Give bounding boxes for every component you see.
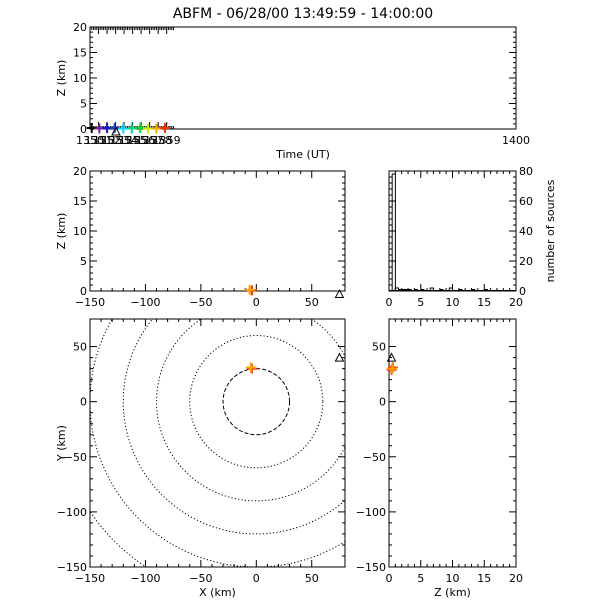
- y-axis-title: Z (km): [55, 60, 68, 97]
- x-tick-label: 1358: [144, 134, 172, 147]
- y-tick-label: 50: [73, 341, 87, 354]
- y-tick-label: 50: [372, 341, 386, 354]
- y-tick-label: 80: [519, 165, 533, 178]
- x-tick-label: 5: [417, 572, 424, 585]
- x-tick-label: 0: [386, 296, 393, 309]
- range-ring: [156, 319, 345, 502]
- y-tick-label: 40: [519, 225, 533, 238]
- x-tick-label: 0: [253, 296, 260, 309]
- y-tick-label: 10: [73, 225, 87, 238]
- x-tick-label: 1353: [102, 134, 130, 147]
- x-axis-title: Time (UT): [275, 148, 330, 161]
- source-marker: [151, 123, 162, 134]
- range-ring: [189, 335, 324, 469]
- source-marker: [109, 122, 120, 133]
- station-marker: [111, 126, 121, 136]
- y-axis-title: number of sources: [544, 179, 557, 282]
- y-tick-label: 15: [73, 195, 87, 208]
- y-tick-label: 20: [73, 165, 87, 178]
- panel-y-vs-x: −150 −100 −50 0 50 −150 −100 −50 0 50 X (km) Y (km): [55, 318, 346, 599]
- x-tick-label: −100: [130, 296, 160, 309]
- y-tick-label: 0: [80, 123, 87, 136]
- y-tick-label: 20: [519, 255, 533, 268]
- x-tick-label: 1355: [119, 134, 147, 147]
- x-tick-label: 1352: [93, 134, 121, 147]
- y-tick-label: −150: [356, 561, 386, 574]
- x-tick-label: 50: [305, 572, 319, 585]
- y-tick-label: 0: [80, 285, 87, 298]
- x-tick-label: −50: [189, 296, 212, 309]
- x-tick-label: 5: [417, 296, 424, 309]
- source-marker: [245, 362, 256, 373]
- y-axis-title: Z (km): [55, 213, 68, 250]
- y-tick-label: 10: [73, 72, 87, 85]
- x-axis-title: X (km): [199, 586, 236, 599]
- y-tick-label: −100: [57, 506, 87, 519]
- figure-title: ABFM - 06/28/00 13:49:59 - 14:00:00: [173, 6, 433, 22]
- x-tick-label: −150: [75, 572, 105, 585]
- histogram-bars: [389, 173, 516, 291]
- x-tick-label: 20: [509, 572, 523, 585]
- x-tick-label: 0: [386, 572, 393, 585]
- x-tick-label: 15: [477, 296, 491, 309]
- range-ring: [222, 368, 291, 436]
- x-tick-label: 0: [253, 572, 260, 585]
- y-tick-label: −50: [64, 451, 87, 464]
- y-axis-title: Y (km): [55, 425, 68, 462]
- x-tick-label: 1357: [136, 134, 164, 147]
- source-marker: [244, 284, 255, 295]
- y-tick-label: 5: [80, 255, 87, 268]
- y-tick-label: 20: [73, 21, 87, 34]
- plot-frame: [388, 318, 517, 568]
- station-marker: [334, 352, 345, 362]
- x-tick-label: −150: [75, 296, 105, 309]
- x-tick-label: 1354: [110, 134, 138, 147]
- source-marker: [159, 122, 170, 133]
- y-tick-label: 0: [80, 396, 87, 409]
- x-tick-label: −100: [130, 572, 160, 585]
- plot-frame: [89, 318, 346, 568]
- x-tick-label: 15: [477, 572, 491, 585]
- x-axis-title: Z (km): [434, 586, 471, 599]
- y-tick-label: 0: [519, 285, 526, 298]
- source-marker: [387, 363, 398, 374]
- y-tick-label: 60: [519, 195, 533, 208]
- y-tick-label: 5: [80, 98, 87, 111]
- x-tick-label: 1359: [153, 134, 181, 147]
- y-tick-label: −150: [57, 561, 87, 574]
- x-tick-label: 10: [446, 296, 460, 309]
- source-marker: [142, 123, 153, 134]
- x-tick-label: 20: [509, 296, 523, 309]
- y-tick-label: 15: [73, 47, 87, 60]
- x-tick-label: 50: [305, 296, 319, 309]
- plot-frame: [89, 26, 517, 130]
- y-tick-label: −100: [356, 506, 386, 519]
- plot-frame: [89, 170, 346, 292]
- plot-panels: 1350135113521353135413551356135713581359…: [55, 21, 558, 599]
- station-marker: [386, 352, 397, 362]
- x-tick-label: 1350: [76, 134, 104, 147]
- range-ring: [122, 319, 345, 535]
- x-tick-label: 1356: [127, 134, 155, 147]
- source-marker: [126, 123, 137, 134]
- plot-frame: [388, 170, 517, 292]
- histogram-bar: [391, 173, 396, 291]
- panel-height-vs-time: 1350135113521353135413551356135713581359…: [55, 21, 530, 161]
- x-tick-label: 1351: [85, 134, 113, 147]
- y-tick-label: 0: [379, 396, 386, 409]
- x-tick-label: 10: [446, 572, 460, 585]
- source-marker: [118, 123, 129, 134]
- x-tick-label: −50: [189, 572, 212, 585]
- x-tick-label: 1400: [502, 134, 530, 147]
- y-tick-label: −50: [363, 451, 386, 464]
- station-marker: [334, 288, 345, 298]
- panel-y-vs-z: 0 5 10 15 20 −150 −100 −50 0 50 Z (km): [356, 318, 523, 599]
- panel-z-vs-x: −150 −100 −50 0 50 0 5 10 15 20 Z (km): [55, 165, 346, 309]
- source-marker: [246, 363, 257, 374]
